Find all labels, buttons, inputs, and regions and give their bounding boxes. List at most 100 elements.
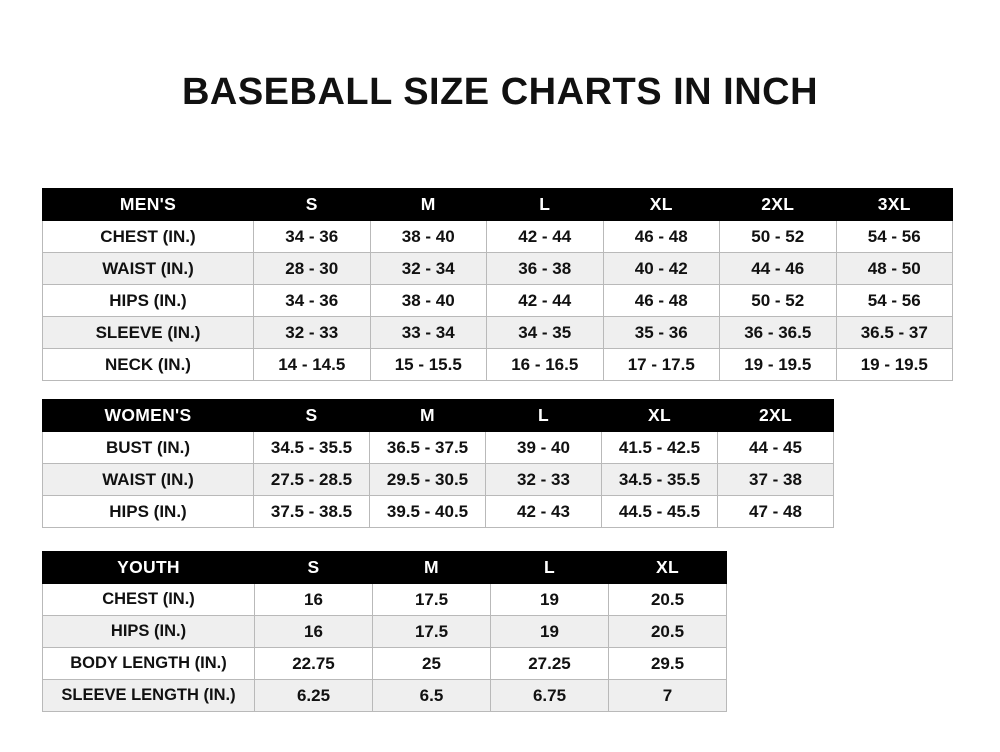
measurement-value: 34 - 35 bbox=[486, 316, 604, 349]
measurement-value: 22.75 bbox=[254, 647, 373, 680]
measurement-value: 20.5 bbox=[608, 583, 727, 616]
size-column-header: 3XL bbox=[835, 188, 953, 221]
size-column-header: 2XL bbox=[717, 399, 834, 432]
measurement-label: WAIST (IN.) bbox=[42, 252, 254, 285]
measurement-value: 48 - 50 bbox=[835, 252, 953, 285]
measurement-value: 6.75 bbox=[490, 679, 609, 712]
measurement-value: 44 - 45 bbox=[717, 431, 834, 464]
size-column-header: M bbox=[369, 188, 487, 221]
size-column-header: 2XL bbox=[719, 188, 837, 221]
measurement-value: 37 - 38 bbox=[717, 463, 834, 496]
measurement-value: 17 - 17.5 bbox=[602, 348, 720, 381]
measurement-label: CHEST (IN.) bbox=[42, 220, 254, 253]
table-row: CHEST (IN.) 34 - 36 38 - 40 42 - 44 46 - 48 5… bbox=[42, 220, 953, 253]
measurement-label: SLEEVE (IN.) bbox=[42, 316, 254, 349]
measurement-value: 40 - 42 bbox=[602, 252, 720, 285]
table-row: HIPS (IN.) 34 - 36 38 - 40 42 - 44 46 - 48 50… bbox=[42, 284, 953, 317]
measurement-value: 34.5 - 35.5 bbox=[253, 431, 370, 464]
measurement-value: 44.5 - 45.5 bbox=[601, 495, 718, 528]
table-row: WAIST (IN.) 27.5 - 28.5 29.5 - 30.5 32 - 33… bbox=[42, 463, 834, 496]
measurement-label: HIPS (IN.) bbox=[42, 495, 254, 528]
size-column-header: S bbox=[253, 188, 371, 221]
measurement-value: 6.25 bbox=[254, 679, 373, 712]
measurement-label: WAIST (IN.) bbox=[42, 463, 254, 496]
category-header: YOUTH bbox=[42, 551, 255, 584]
womens-size-table: WOMEN'S S M L XL 2XL BUST (IN.) 34.5 - 35.5 36.5… bbox=[42, 399, 834, 528]
size-column-header: M bbox=[372, 551, 491, 584]
size-column-header: L bbox=[485, 399, 602, 432]
measurement-value: 50 - 52 bbox=[719, 284, 837, 317]
measurement-value: 36 - 38 bbox=[486, 252, 604, 285]
measurement-value: 19 bbox=[490, 615, 609, 648]
measurement-value: 28 - 30 bbox=[253, 252, 371, 285]
measurement-value: 27.25 bbox=[490, 647, 609, 680]
table-row: SLEEVE (IN.) 32 - 33 33 - 34 34 - 35 35 - 36… bbox=[42, 316, 953, 349]
measurement-value: 32 - 34 bbox=[369, 252, 487, 285]
measurement-value: 38 - 40 bbox=[369, 284, 487, 317]
measurement-value: 14 - 14.5 bbox=[253, 348, 371, 381]
measurement-value: 34.5 - 35.5 bbox=[601, 463, 718, 496]
measurement-label: SLEEVE LENGTH (IN.) bbox=[42, 679, 255, 712]
measurement-value: 32 - 33 bbox=[485, 463, 602, 496]
table-header-row: WOMEN'S S M L XL 2XL bbox=[42, 399, 834, 432]
measurement-value: 20.5 bbox=[608, 615, 727, 648]
table-row: WAIST (IN.) 28 - 30 32 - 34 36 - 38 40 - 42 4… bbox=[42, 252, 953, 285]
size-column-header: XL bbox=[601, 399, 718, 432]
measurement-value: 17.5 bbox=[372, 615, 491, 648]
size-column-header: XL bbox=[602, 188, 720, 221]
table-row: CHEST (IN.) 16 17.5 19 20.5 bbox=[42, 583, 727, 616]
measurement-label: NECK (IN.) bbox=[42, 348, 254, 381]
measurement-label: HIPS (IN.) bbox=[42, 284, 254, 317]
measurement-value: 38 - 40 bbox=[369, 220, 487, 253]
measurement-value: 54 - 56 bbox=[835, 220, 953, 253]
measurement-value: 19 - 19.5 bbox=[719, 348, 837, 381]
measurement-value: 39.5 - 40.5 bbox=[369, 495, 486, 528]
measurement-label: HIPS (IN.) bbox=[42, 615, 255, 648]
size-column-header: S bbox=[254, 551, 373, 584]
measurement-value: 15 - 15.5 bbox=[369, 348, 487, 381]
measurement-value: 7 bbox=[608, 679, 727, 712]
measurement-value: 47 - 48 bbox=[717, 495, 834, 528]
table-row: BUST (IN.) 34.5 - 35.5 36.5 - 37.5 39 - 40 4… bbox=[42, 431, 834, 464]
measurement-label: CHEST (IN.) bbox=[42, 583, 255, 616]
measurement-value: 41.5 - 42.5 bbox=[601, 431, 718, 464]
size-column-header: M bbox=[369, 399, 486, 432]
measurement-value: 19 - 19.5 bbox=[835, 348, 953, 381]
size-column-header: L bbox=[490, 551, 609, 584]
measurement-label: BUST (IN.) bbox=[42, 431, 254, 464]
table-row: SLEEVE LENGTH (IN.) 6.25 6.5 6.75 7 bbox=[42, 679, 727, 712]
measurement-value: 16 - 16.5 bbox=[486, 348, 604, 381]
measurement-label: BODY LENGTH (IN.) bbox=[42, 647, 255, 680]
measurement-value: 29.5 bbox=[608, 647, 727, 680]
measurement-value: 25 bbox=[372, 647, 491, 680]
measurement-value: 37.5 - 38.5 bbox=[253, 495, 370, 528]
table-row: HIPS (IN.) 16 17.5 19 20.5 bbox=[42, 615, 727, 648]
size-column-header: XL bbox=[608, 551, 727, 584]
measurement-value: 36.5 - 37 bbox=[835, 316, 953, 349]
measurement-value: 33 - 34 bbox=[369, 316, 487, 349]
measurement-value: 36 - 36.5 bbox=[719, 316, 837, 349]
measurement-value: 32 - 33 bbox=[253, 316, 371, 349]
measurement-value: 16 bbox=[254, 583, 373, 616]
measurement-value: 17.5 bbox=[372, 583, 491, 616]
measurement-value: 44 - 46 bbox=[719, 252, 837, 285]
size-column-header: L bbox=[486, 188, 604, 221]
table-row: HIPS (IN.) 37.5 - 38.5 39.5 - 40.5 42 - 43 4… bbox=[42, 495, 834, 528]
measurement-value: 39 - 40 bbox=[485, 431, 602, 464]
mens-size-table: MEN'S S M L XL 2XL 3XL CHEST (IN.) 34 - 36 38 - 4… bbox=[42, 188, 953, 381]
measurement-value: 34 - 36 bbox=[253, 220, 371, 253]
measurement-value: 50 - 52 bbox=[719, 220, 837, 253]
measurement-value: 54 - 56 bbox=[835, 284, 953, 317]
table-header-row: MEN'S S M L XL 2XL 3XL bbox=[42, 188, 953, 221]
measurement-value: 46 - 48 bbox=[602, 284, 720, 317]
measurement-value: 46 - 48 bbox=[602, 220, 720, 253]
measurement-value: 29.5 - 30.5 bbox=[369, 463, 486, 496]
measurement-value: 6.5 bbox=[372, 679, 491, 712]
measurement-value: 35 - 36 bbox=[602, 316, 720, 349]
youth-size-table: YOUTH S M L XL CHEST (IN.) 16 17.5 19 20.5 HIPS (I… bbox=[42, 551, 727, 712]
table-row: BODY LENGTH (IN.) 22.75 25 27.25 29.5 bbox=[42, 647, 727, 680]
measurement-value: 42 - 44 bbox=[486, 284, 604, 317]
page-title: BASEBALL SIZE CHARTS IN INCH bbox=[181, 71, 819, 113]
category-header: WOMEN'S bbox=[42, 399, 254, 432]
measurement-value: 19 bbox=[490, 583, 609, 616]
